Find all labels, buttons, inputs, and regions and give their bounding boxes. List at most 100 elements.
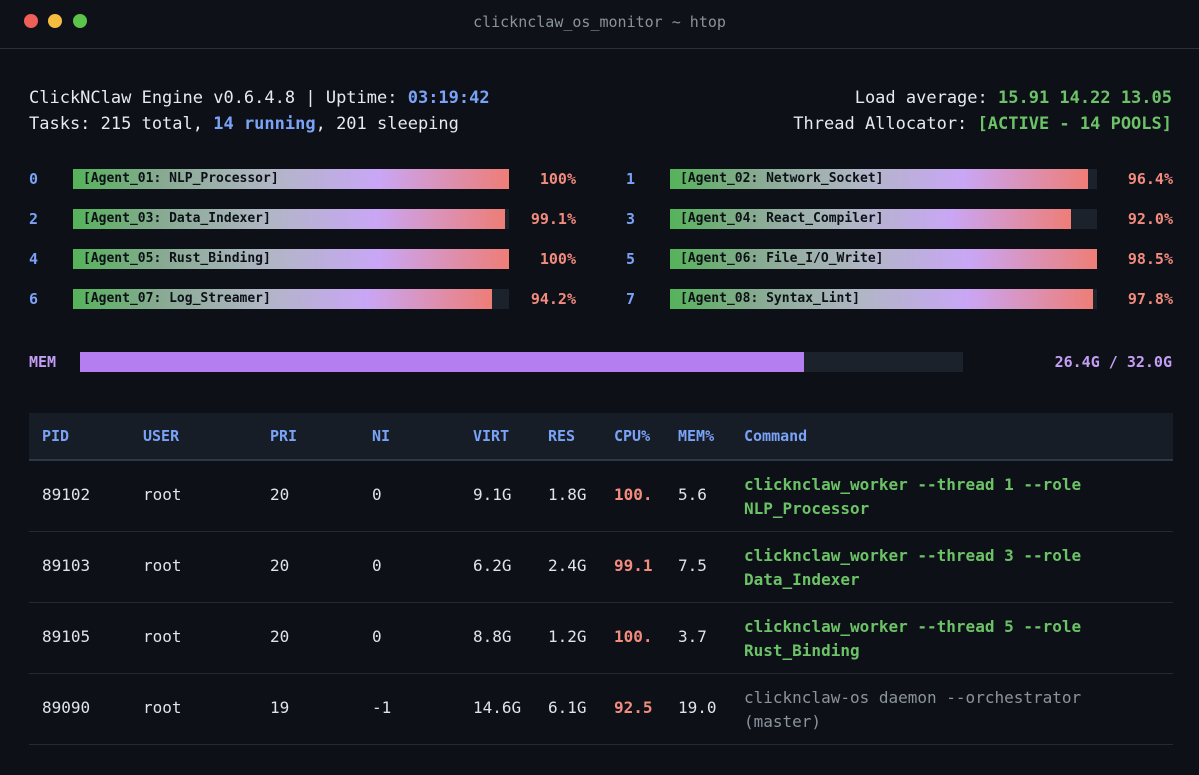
uptime-label: Uptime: xyxy=(325,88,408,108)
load-average-line: Load average: 15.91 14.22 13.05 xyxy=(793,85,1172,111)
cell-cpu: 99.1 xyxy=(614,556,653,575)
table-row[interactable]: 89105 root 20 0 8.8G 1.2G 100. 3.7 clicknclaw_wo… xyxy=(29,603,1173,674)
memory-value: 26.4G / 32.0G xyxy=(1054,353,1172,371)
column-header-cpu[interactable]: CPU% xyxy=(614,427,651,445)
cell-res: 2.4G xyxy=(548,556,587,575)
command-line-2: (master) xyxy=(744,712,822,731)
column-header-user[interactable]: USER xyxy=(143,427,180,445)
cpu-bar-fill xyxy=(670,209,1072,229)
cpu-bar-fill xyxy=(670,169,1089,189)
cell-user: root xyxy=(143,698,182,717)
header-separator: | xyxy=(295,88,326,108)
column-header-mem[interactable]: MEM% xyxy=(678,427,715,445)
column-header-pri[interactable]: PRI xyxy=(270,427,298,445)
table-row[interactable]: 89102 root 20 0 9.1G 1.8G 100. 5.6 clicknclaw_wo… xyxy=(29,461,1173,532)
cpu-bar: [Agent_05: Rust_Binding] xyxy=(73,249,509,269)
cpu-percent: 92.0% xyxy=(1127,210,1173,228)
cpu-agent-label: [Agent_02: Network_Socket] xyxy=(680,171,884,186)
cell-pid: 89102 xyxy=(42,485,91,504)
cell-user: root xyxy=(143,556,182,575)
command-line-2: NLP_Processor xyxy=(744,499,870,518)
cell-priority: 19 xyxy=(270,698,290,717)
cell-cpu: 100. xyxy=(614,485,653,504)
cpu-agent-label: [Agent_04: React_Compiler] xyxy=(680,211,884,226)
cpu-percent: 98.5% xyxy=(1127,250,1173,268)
cell-user: root xyxy=(143,485,182,504)
cpu-agent-label: [Agent_01: NLP_Processor] xyxy=(83,171,279,186)
title-bar: clicknclaw_os_monitor ~ htop xyxy=(0,0,1199,49)
cell-pid: 89105 xyxy=(42,627,91,646)
tasks-running: 14 running xyxy=(213,114,316,134)
cpu-meter-5: 5 [Agent_06: File_I/O_Write] 98.5% xyxy=(626,249,1173,269)
column-header-ni[interactable]: NI xyxy=(372,427,391,445)
maximize-window-button[interactable] xyxy=(73,14,87,28)
cpu-agent-label: [Agent_06: File_I/O_Write] xyxy=(680,251,884,266)
cpu-index: 1 xyxy=(626,170,636,188)
cpu-agent-label: [Agent_03: Data_Indexer] xyxy=(83,211,271,226)
header-right: Load average: 15.91 14.22 13.05 Thread A… xyxy=(793,85,1172,137)
command-line-1: clicknclaw_worker --thread 5 --role xyxy=(744,617,1082,636)
table-row[interactable]: 89090 root 19 -1 14.6G 6.1G 92.5 19.0 clicknclaw… xyxy=(29,674,1173,745)
cell-virt: 9.1G xyxy=(473,485,512,504)
cpu-bar: [Agent_01: NLP_Processor] xyxy=(73,169,509,189)
load-average-label: Load average: xyxy=(854,88,998,108)
cpu-meter-4: 4 [Agent_05: Rust_Binding] 100% xyxy=(29,249,576,269)
cell-mem: 19.0 xyxy=(678,698,717,717)
cpu-bar-fill xyxy=(73,169,509,189)
cpu-percent: 97.8% xyxy=(1127,290,1173,308)
command-line-2: Rust_Binding xyxy=(744,641,860,660)
column-header-virt[interactable]: VIRT xyxy=(473,427,510,445)
cell-cpu: 92.5 xyxy=(614,698,653,717)
command-line-1: clicknclaw-os daemon --orchestrator xyxy=(744,688,1082,707)
cell-command: clicknclaw-os daemon --orchestrator (mast… xyxy=(744,686,1164,734)
cell-res: 1.2G xyxy=(548,627,587,646)
cpu-bar: [Agent_07: Log_Streamer] xyxy=(73,289,509,309)
cpu-index: 5 xyxy=(626,250,636,268)
cpu-bar: [Agent_06: File_I/O_Write] xyxy=(670,249,1097,269)
column-header-command[interactable]: Command xyxy=(744,427,808,445)
tasks-suffix: , 201 sleeping xyxy=(315,114,459,134)
thread-allocator-status: [ACTIVE - 14 POOLS] xyxy=(977,114,1172,134)
cpu-percent: 100% xyxy=(539,250,576,268)
cpu-meter-7: 7 [Agent_08: Syntax_Lint] 97.8% xyxy=(626,289,1173,309)
tasks-line: Tasks: 215 total, 14 running, 201 sleepi… xyxy=(29,111,490,137)
engine-line: ClickNClaw Engine v0.6.4.8 | Uptime: 03:… xyxy=(29,85,490,111)
cell-nice: 0 xyxy=(372,556,382,575)
cpu-meter-6: 6 [Agent_07: Log_Streamer] 94.2% xyxy=(29,289,576,309)
table-body: 89102 root 20 0 9.1G 1.8G 100. 5.6 clicknclaw_wo… xyxy=(29,461,1173,745)
cell-command: clicknclaw_worker --thread 5 --role Rust_… xyxy=(744,615,1164,663)
column-header-res[interactable]: RES xyxy=(548,427,576,445)
cpu-percent: 100% xyxy=(539,170,576,188)
process-table: PID USER PRI NI VIRT RES CPU% MEM% Comma… xyxy=(29,413,1173,745)
engine-version: ClickNClaw Engine v0.6.4.8 xyxy=(29,88,296,108)
cpu-bar: [Agent_08: Syntax_Lint] xyxy=(670,289,1097,309)
cell-virt: 8.8G xyxy=(473,627,512,646)
memory-bar-fill xyxy=(80,352,805,372)
cell-command: clicknclaw_worker --thread 1 --role NLP_P… xyxy=(744,473,1164,521)
cpu-index: 6 xyxy=(29,290,39,308)
column-header-pid[interactable]: PID xyxy=(42,427,70,445)
cell-pid: 89090 xyxy=(42,698,91,717)
close-window-button[interactable] xyxy=(24,14,38,28)
cpu-index: 4 xyxy=(29,250,39,268)
minimize-window-button[interactable] xyxy=(48,14,62,28)
cpu-agent-label: [Agent_07: Log_Streamer] xyxy=(83,291,271,306)
cpu-index: 2 xyxy=(29,210,39,228)
cpu-meter-1: 1 [Agent_02: Network_Socket] 96.4% xyxy=(626,169,1173,189)
cell-virt: 6.2G xyxy=(473,556,512,575)
cell-pid: 89103 xyxy=(42,556,91,575)
cell-priority: 20 xyxy=(270,556,290,575)
cell-nice: -1 xyxy=(372,698,392,717)
table-row[interactable]: 89103 root 20 0 6.2G 2.4G 99.1 7.5 clicknclaw_wo… xyxy=(29,532,1173,603)
memory-bar xyxy=(80,352,963,372)
cpu-meter-2: 2 [Agent_03: Data_Indexer] 99.1% xyxy=(29,209,576,229)
cpu-bar: [Agent_02: Network_Socket] xyxy=(670,169,1097,189)
load-average-values: 15.91 14.22 13.05 xyxy=(998,88,1172,108)
window-title: clicknclaw_os_monitor ~ htop xyxy=(473,13,726,31)
cpu-bar-fill xyxy=(73,289,492,309)
cell-nice: 0 xyxy=(372,485,382,504)
uptime-value: 03:19:42 xyxy=(407,88,490,108)
cpu-percent: 99.1% xyxy=(530,210,576,228)
cpu-index: 0 xyxy=(29,170,39,188)
cell-mem: 7.5 xyxy=(678,556,707,575)
